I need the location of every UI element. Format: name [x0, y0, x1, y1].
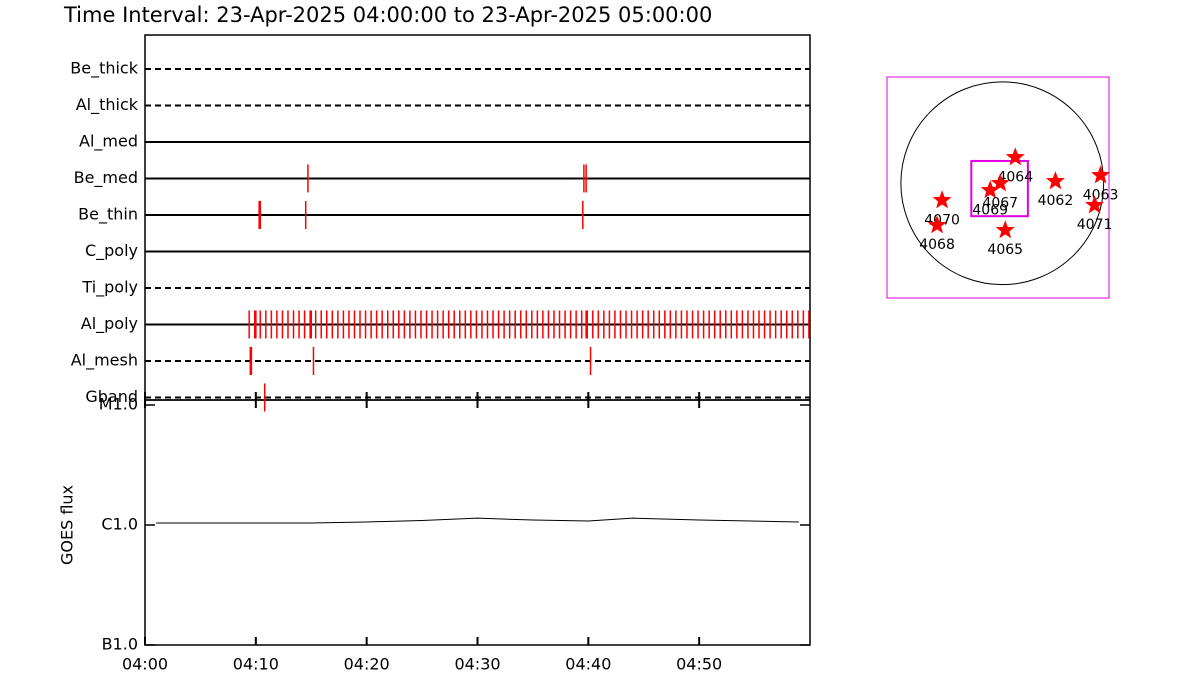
- y-tick-label: C1.0: [101, 515, 138, 534]
- y-tick-label: Gband: [85, 387, 138, 406]
- y-tick-label: Al_med: [79, 131, 138, 151]
- y-tick-label: Al_thick: [76, 95, 139, 115]
- y-tick-label: Be_thin: [78, 204, 138, 224]
- region-star: [1005, 147, 1025, 166]
- region-label: 4062: [1038, 193, 1074, 209]
- region-star: [980, 180, 1000, 199]
- y-tick-label: C_poly: [85, 241, 138, 261]
- region-label: 4069: [972, 202, 1008, 218]
- x-tick-label: 04:40: [565, 655, 611, 674]
- region-label: 4070: [924, 212, 960, 228]
- x-tick-label: 04:00: [122, 655, 168, 674]
- y-tick-label: Ti_poly: [81, 277, 138, 297]
- y-tick-label: Al_mesh: [71, 350, 138, 370]
- y-tick-label: M1.0: [99, 395, 138, 414]
- region-star: [932, 190, 952, 209]
- region-label: 4067: [982, 195, 1018, 211]
- region-star: [1091, 165, 1111, 184]
- region-label: 4071: [1077, 217, 1113, 233]
- y-tick-label: B1.0: [102, 635, 138, 654]
- chart-title: Time Interval: 23-Apr-2025 04:00:00 to 2…: [63, 3, 712, 27]
- y-tick-label: Al_poly: [81, 314, 138, 334]
- map-frame: [886, 76, 1110, 299]
- x-tick-label: 04:50: [676, 655, 722, 674]
- region-star: [1045, 171, 1065, 190]
- x-tick-label: 04:10: [233, 655, 279, 674]
- y-tick-label: Be_med: [74, 168, 138, 188]
- region-label: 4068: [919, 237, 955, 253]
- x-tick-label: 04:20: [344, 655, 390, 674]
- filter-frame: [144, 34, 811, 401]
- region-star: [990, 173, 1010, 192]
- x-tick-label: 04:30: [454, 655, 500, 674]
- y-axis-label: GOES flux: [58, 485, 77, 565]
- region-star: [927, 215, 947, 234]
- fov-box: [970, 159, 1029, 218]
- region-label: 4063: [1083, 187, 1119, 203]
- region-label: 4065: [987, 242, 1023, 258]
- region-star: [995, 220, 1015, 239]
- y-tick-label: Be_thick: [70, 58, 138, 78]
- goes-line: [156, 517, 799, 524]
- solar-disk: [900, 81, 1105, 286]
- region-star: [1085, 195, 1105, 214]
